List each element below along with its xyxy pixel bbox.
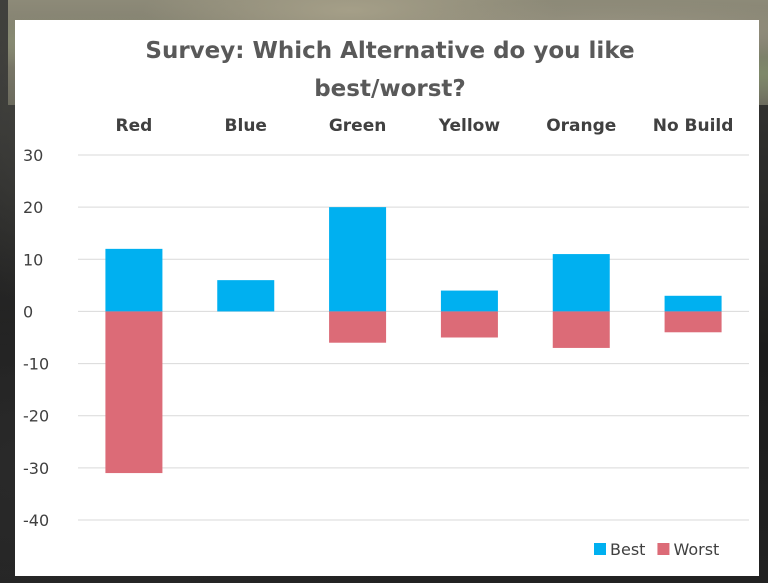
legend: Best Worst	[594, 540, 719, 559]
y-tick-label: 30	[23, 146, 43, 165]
y-tick-label: -40	[23, 511, 49, 530]
bar-worst-orange	[552, 311, 610, 348]
chart-title-line-2: best/worst?	[314, 76, 466, 102]
legend-swatch-best	[594, 543, 606, 555]
chart-panel: Survey: Which Alternative do you like be…	[15, 20, 759, 576]
legend-label-worst: Worst	[673, 540, 719, 559]
y-tick-label: -30	[23, 459, 49, 478]
gridlines	[78, 154, 749, 521]
survey-chart: Survey: Which Alternative do you like be…	[23, 38, 749, 559]
y-tick-label: 10	[23, 250, 43, 269]
category-label: Green	[329, 116, 387, 136]
bar-best-green	[329, 207, 387, 312]
bar-worst-yellow	[440, 311, 498, 338]
bar-best-no-build	[664, 295, 722, 312]
bar-best-orange	[552, 254, 610, 312]
bar-worst-red	[105, 311, 163, 474]
chart-title-line-1: Survey: Which Alternative do you like	[145, 38, 634, 64]
bars	[105, 207, 722, 474]
bar-best-blue	[217, 280, 275, 312]
category-label: Red	[116, 116, 153, 136]
category-label: Yellow	[438, 116, 501, 136]
y-tick-label: -20	[23, 407, 49, 426]
y-tick-label: 20	[23, 198, 43, 217]
y-axis-tick-labels: 30 20 10 0 -10 -20 -30 -40	[23, 146, 49, 530]
bar-best-red	[105, 248, 163, 312]
y-tick-label: -10	[23, 355, 49, 374]
bar-worst-no-build	[664, 311, 722, 333]
category-label: Blue	[225, 116, 267, 136]
category-labels: Red Blue Green Yellow Orange No Build	[116, 116, 734, 136]
legend-swatch-worst	[657, 543, 670, 555]
legend-label-best: Best	[610, 540, 645, 559]
category-label: No Build	[653, 116, 734, 136]
y-tick-label: 0	[23, 302, 33, 321]
bar-best-yellow	[440, 290, 498, 312]
bar-worst-green	[329, 311, 387, 343]
category-label: Orange	[546, 116, 616, 136]
